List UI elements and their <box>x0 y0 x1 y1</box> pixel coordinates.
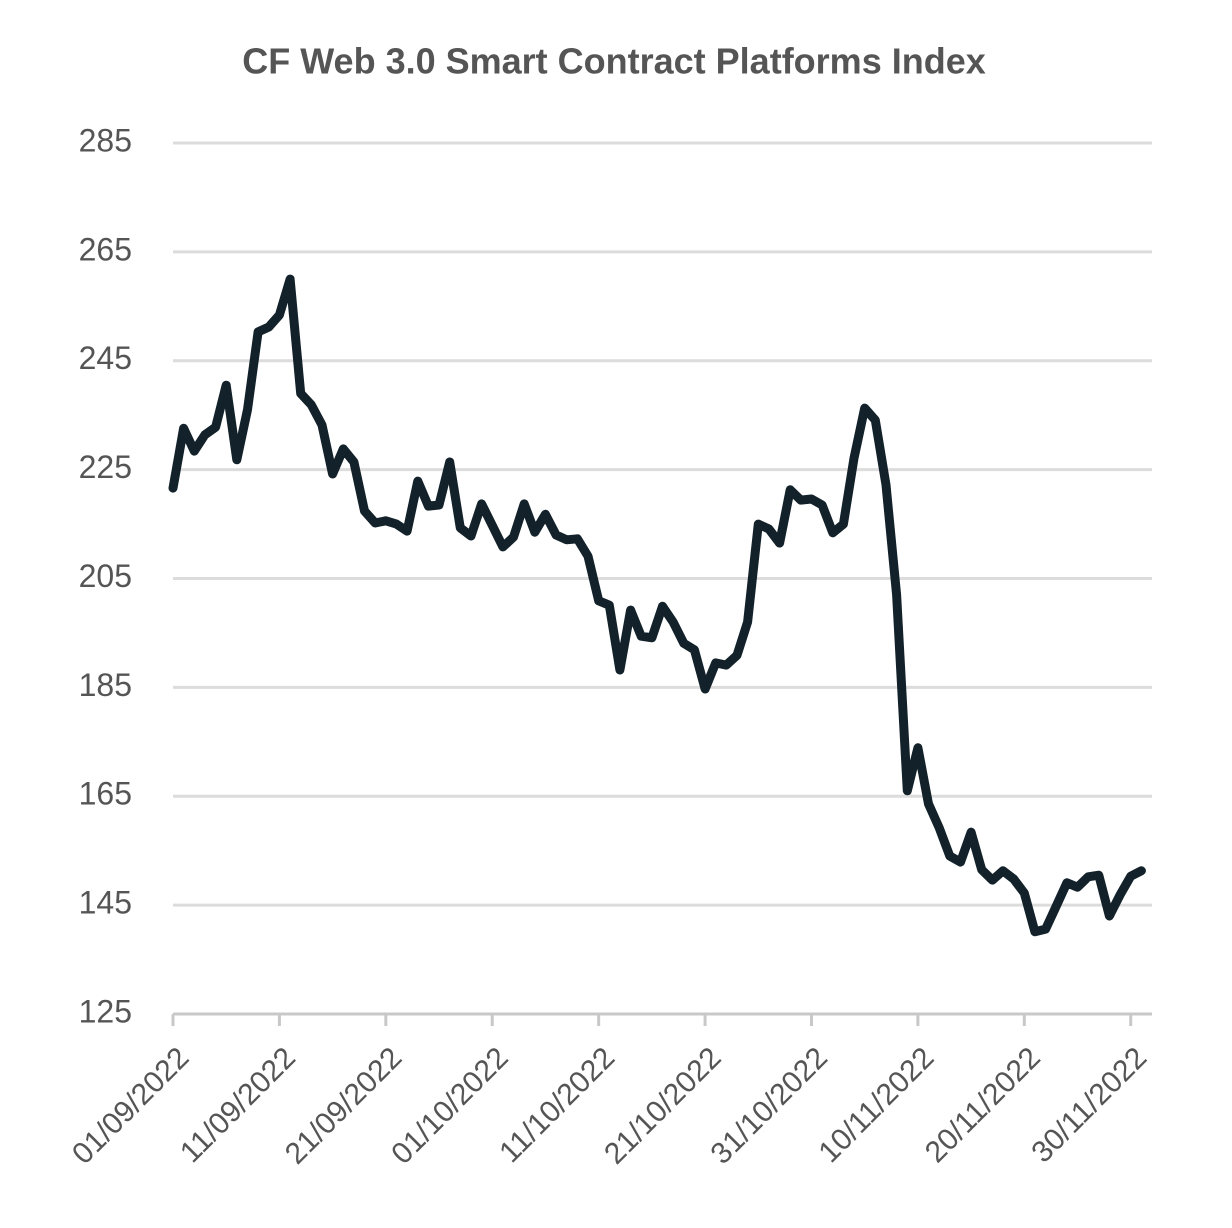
y-tick-label: 145 <box>79 885 132 921</box>
y-tick-label: 245 <box>79 340 132 376</box>
line <box>168 274 1146 937</box>
y-tick-label: 225 <box>79 449 132 485</box>
y-tick-label: 205 <box>79 558 132 594</box>
y-tick-label: 265 <box>79 231 132 267</box>
y-tick-label: 125 <box>79 993 132 1029</box>
chart-title: CF Web 3.0 Smart Contract Platforms Inde… <box>242 41 986 82</box>
y-tick-label: 165 <box>79 776 132 812</box>
y-tick-label: 185 <box>79 667 132 703</box>
y-tick-label: 285 <box>79 122 132 158</box>
